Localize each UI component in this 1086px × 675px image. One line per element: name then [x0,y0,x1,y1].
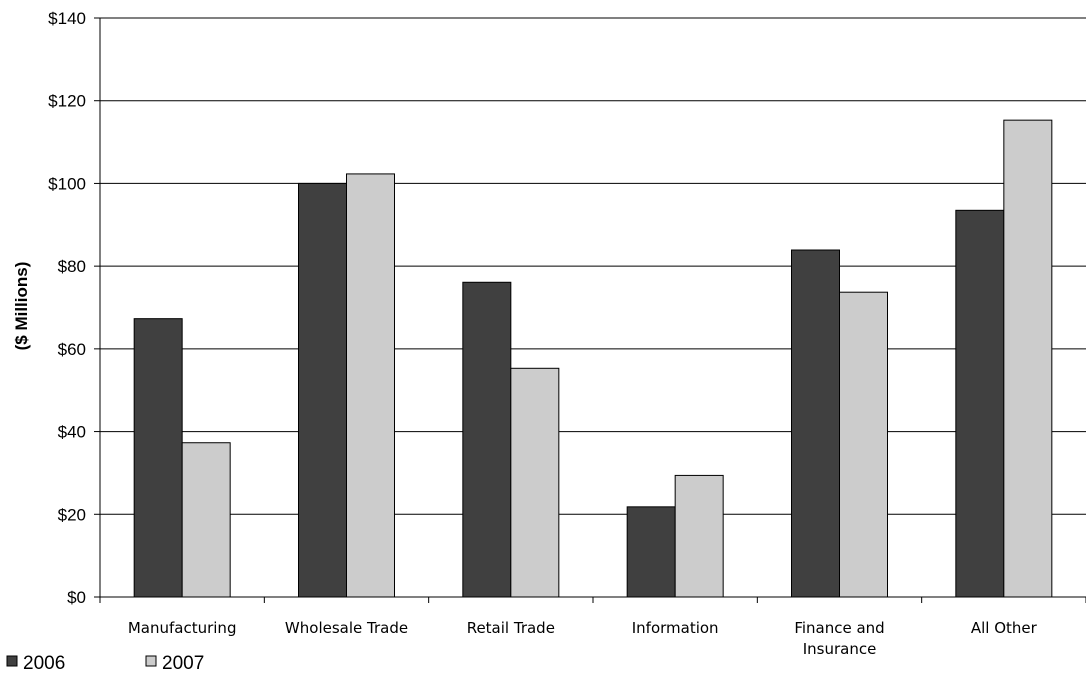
bar-2007-0 [181,442,231,598]
bar-2007-1 [346,173,395,598]
x-category-label: Information [632,619,719,637]
bar-2007-4 [839,291,888,598]
y-tick-labels: $0 $20 $40 $60 $80 $100 $120 $140 [48,9,86,607]
legend-label-2007: 2007 [162,653,204,674]
legend-label-2006: 2006 [23,653,65,674]
bar-2006-3 [626,506,676,598]
y-axis-label: ($ Millions) [12,262,31,351]
bar-2006-4 [791,249,840,598]
y-tick-label: $60 [58,340,86,359]
y-tick-label: $40 [58,423,86,442]
legend: 2006 2007 [6,653,204,674]
legend-swatch-2007 [145,655,157,667]
gridlines [100,17,1086,515]
bars [133,119,1053,598]
bar-2006-5 [955,209,1005,598]
y-tick-label: $140 [48,9,86,28]
bar-2006-1 [298,182,347,598]
axes [94,17,1086,603]
x-category-label: All Other [971,619,1038,637]
y-tick-label: $20 [58,505,86,524]
x-category-label: Manufacturing [128,619,237,637]
bar-2007-2 [510,367,560,598]
y-tick-label: $120 [48,92,86,111]
bar-2006-2 [462,281,512,598]
x-category-label: Finance and Insurance [794,619,884,658]
bar-2007-3 [674,474,724,598]
y-tick-label: $100 [48,174,86,193]
bar-2006-0 [133,318,183,598]
x-category-labels: Manufacturing Wholesale Trade Retail Trade… [128,619,1038,658]
y-tick-label: $0 [67,588,86,607]
x-category-label: Retail Trade [467,619,555,637]
y-tick-label: $80 [58,257,86,276]
x-category-label: Wholesale Trade [285,619,408,637]
legend-swatch-2006 [6,655,18,667]
bar-2007-5 [1003,119,1053,598]
